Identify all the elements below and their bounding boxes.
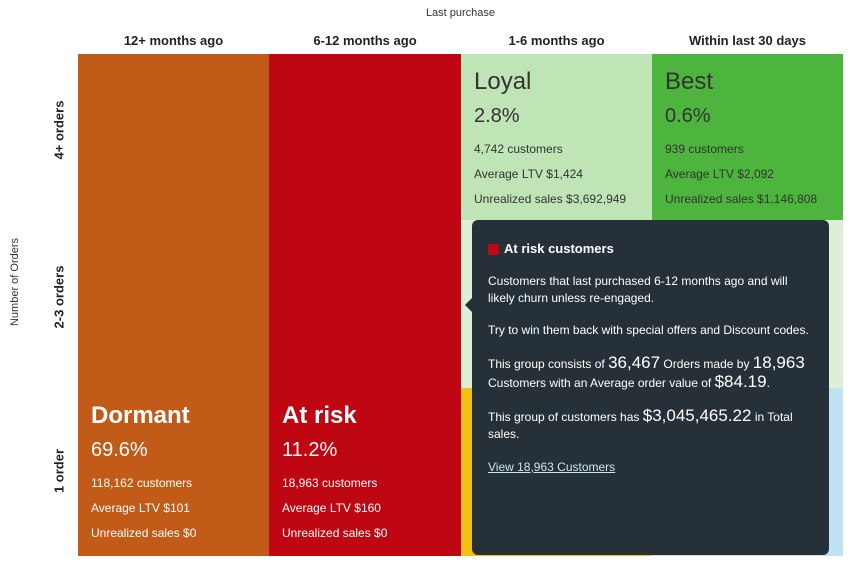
row-label-4-plus: 4+ orders [51, 100, 67, 160]
row-label-1: 1 order [51, 448, 67, 494]
segment-best[interactable]: Best 0.6% 939 customers Average LTV $2,0… [652, 54, 843, 220]
segment-ltv: Average LTV $101 [91, 501, 190, 515]
segment-loyal[interactable]: Loyal 2.8% 4,742 customers Average LTV $… [461, 54, 652, 220]
view-customers-link[interactable]: View 18,963 Customers [488, 460, 616, 474]
tooltip-color-swatch [488, 243, 499, 255]
tooltip-text: . [766, 376, 770, 390]
segment-at-risk[interactable]: At risk 11.2% 18,963 customers Average L… [269, 54, 461, 556]
col-label-1-6-months: 1-6 months ago [508, 33, 605, 48]
tooltip-advice: Try to win them back with special offers… [488, 323, 809, 337]
col-label-last-30-days: Within last 30 days [689, 33, 806, 48]
segment-name: At risk [282, 402, 357, 429]
segment-percentage: 11.2% [282, 439, 338, 461]
segment-name: Loyal [474, 68, 532, 95]
segment-unrealized-sales: Unrealized sales $3,692,949 [474, 192, 627, 206]
col-label-6-12-months: 6-12 months ago [313, 33, 417, 48]
segment-customers: 18,963 customers [282, 476, 378, 490]
tooltip-title: At risk customers [488, 240, 813, 258]
segment-unrealized-sales: Unrealized sales $0 [91, 526, 197, 540]
segment-ltv: Average LTV $1,424 [474, 167, 583, 181]
tooltip-group-stats: This group consists of 36,467 Orders mad… [488, 354, 813, 392]
segment-percentage: 69.6% [91, 439, 148, 461]
tooltip-sales-stats: This group of customers has $3,045,465.2… [488, 407, 813, 443]
tooltip-total-sales: $3,045,465.22 [642, 406, 752, 425]
x-axis-title: Last purchase [425, 7, 496, 19]
segment-ltv: Average LTV $2,092 [665, 167, 774, 181]
segment-percentage: 2.8% [474, 105, 520, 127]
segment-customers: 939 customers [665, 142, 744, 156]
segment-ltv: Average LTV $160 [282, 501, 381, 515]
row-label-2-3: 2-3 orders [51, 265, 67, 329]
tooltip-title-text: At risk customers [504, 241, 614, 256]
tooltip-text: in Total sales. [488, 410, 793, 441]
segment-customers: 118,162 customers [91, 476, 193, 490]
segment-tooltip: At risk customers Customers that last pu… [465, 220, 829, 555]
tooltip-aov: $84.19 [714, 372, 767, 391]
segment-percentage: 0.6% [665, 105, 711, 127]
tooltip-text: Customers with an Average order value of [488, 376, 712, 390]
segment-customers: 4,742 customers [474, 142, 563, 156]
segment-name: Dormant [91, 402, 190, 429]
tooltip-customers-count: 18,963 [752, 353, 805, 372]
tooltip-orders-count: 36,467 [608, 353, 661, 372]
tooltip-text: This group of customers has [488, 410, 640, 424]
segment-unrealized-sales: Unrealized sales $1,146,808 [665, 192, 818, 206]
segment-unrealized-sales: Unrealized sales $0 [282, 526, 388, 540]
tooltip-text: This group consists of [488, 357, 605, 371]
segment-dormant[interactable]: Dormant 69.6% 118,162 customers Average … [78, 54, 269, 556]
col-label-12-months: 12+ months ago [123, 33, 224, 48]
tooltip-arrow [465, 298, 472, 312]
y-axis-title: Number of Orders [9, 237, 21, 327]
segment-name: Best [665, 68, 714, 95]
tooltip-description: Customers that last purchased 6-12 month… [488, 274, 788, 305]
tooltip-text: Orders made by [663, 357, 750, 371]
